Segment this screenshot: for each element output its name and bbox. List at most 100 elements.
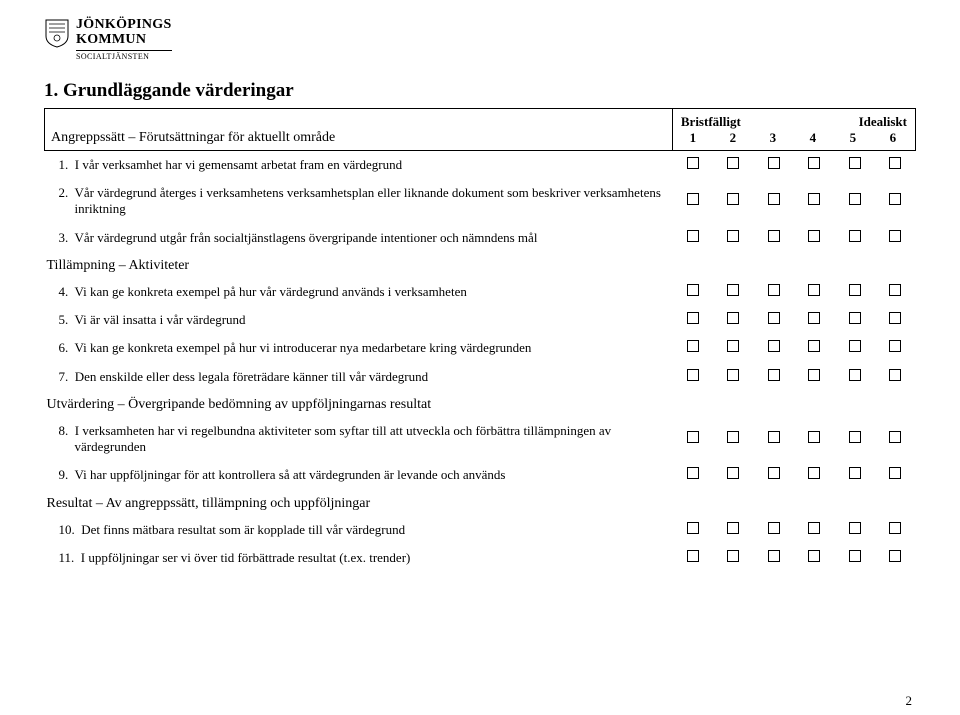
question-row: 1. I vår verksamhet har vi gemensamt arb… — [45, 150, 916, 179]
rating-checkbox[interactable] — [727, 369, 739, 381]
rating-checkbox[interactable] — [727, 230, 739, 242]
rating-checkbox[interactable] — [768, 340, 780, 352]
rating-checkbox[interactable] — [808, 284, 820, 296]
rating-checkbox[interactable] — [808, 550, 820, 562]
question-text: 10. Det finns mätbara resultat som är ko… — [45, 516, 673, 544]
question-number: 1. — [59, 157, 69, 172]
rating-checkbox[interactable] — [808, 230, 820, 242]
rating-checkbox[interactable] — [768, 522, 780, 534]
rating-checkbox[interactable] — [687, 157, 699, 169]
rating-checkbox[interactable] — [727, 522, 739, 534]
rating-checkbox[interactable] — [727, 467, 739, 479]
rating-cell — [834, 334, 875, 362]
org-line1: JÖNKÖPINGS — [76, 18, 172, 33]
rating-checkbox[interactable] — [768, 467, 780, 479]
rating-checkbox[interactable] — [808, 312, 820, 324]
rating-checkbox[interactable] — [889, 340, 901, 352]
rating-checkbox[interactable] — [889, 230, 901, 242]
rating-checkbox[interactable] — [687, 369, 699, 381]
rating-checkbox[interactable] — [768, 369, 780, 381]
rating-cell — [672, 334, 713, 362]
rating-checkbox[interactable] — [849, 230, 861, 242]
rating-checkbox[interactable] — [768, 550, 780, 562]
rating-checkbox[interactable] — [768, 431, 780, 443]
rating-cell — [875, 461, 916, 489]
rating-checkbox[interactable] — [889, 467, 901, 479]
rating-cell — [672, 461, 713, 489]
question-number: 11. — [59, 550, 75, 565]
rating-cell — [875, 224, 916, 252]
rating-checkbox[interactable] — [768, 312, 780, 324]
question-number: 2. — [59, 185, 69, 200]
question-label: Vi är väl insatta i vår värdegrund — [72, 312, 246, 327]
rating-checkbox[interactable] — [808, 193, 820, 205]
rating-cell — [794, 363, 835, 391]
question-text: 3. Vår värdegrund utgår från socialtjäns… — [45, 224, 673, 252]
rating-checkbox[interactable] — [808, 467, 820, 479]
rating-cell — [753, 150, 794, 179]
rating-checkbox[interactable] — [727, 312, 739, 324]
scale-number: 3 — [753, 130, 793, 146]
rating-checkbox[interactable] — [849, 467, 861, 479]
rating-checkbox[interactable] — [687, 312, 699, 324]
rating-checkbox[interactable] — [727, 431, 739, 443]
scale-number: 5 — [833, 130, 873, 146]
rating-cell — [875, 334, 916, 362]
rating-checkbox[interactable] — [727, 550, 739, 562]
rating-checkbox[interactable] — [889, 550, 901, 562]
question-label: I vår verksamhet har vi gemensamt arbeta… — [72, 157, 403, 172]
rating-cell — [794, 417, 835, 462]
rating-checkbox[interactable] — [808, 340, 820, 352]
rating-cell — [713, 150, 754, 179]
section-heading: Tillämpning – Aktiviteter — [45, 252, 673, 278]
rating-checkbox[interactable] — [849, 312, 861, 324]
rating-checkbox[interactable] — [849, 157, 861, 169]
rating-checkbox[interactable] — [727, 284, 739, 296]
rating-checkbox[interactable] — [687, 230, 699, 242]
rating-cell — [672, 278, 713, 306]
scale-high-label: Idealiskt — [859, 114, 907, 130]
rating-checkbox[interactable] — [687, 193, 699, 205]
rating-checkbox[interactable] — [808, 522, 820, 534]
rating-checkbox[interactable] — [849, 431, 861, 443]
rating-checkbox[interactable] — [687, 340, 699, 352]
rating-cell — [713, 417, 754, 462]
rating-checkbox[interactable] — [727, 193, 739, 205]
question-row: 2. Vår värdegrund återges i verksamheten… — [45, 179, 916, 224]
rating-checkbox[interactable] — [889, 157, 901, 169]
rating-checkbox[interactable] — [687, 467, 699, 479]
rating-checkbox[interactable] — [768, 193, 780, 205]
scale-number: 2 — [713, 130, 753, 146]
rating-checkbox[interactable] — [687, 284, 699, 296]
rating-checkbox[interactable] — [849, 193, 861, 205]
rating-checkbox[interactable] — [889, 431, 901, 443]
rating-checkbox[interactable] — [768, 230, 780, 242]
rating-checkbox[interactable] — [849, 284, 861, 296]
rating-checkbox[interactable] — [889, 312, 901, 324]
rating-checkbox[interactable] — [768, 284, 780, 296]
rating-checkbox[interactable] — [687, 522, 699, 534]
rating-cell — [713, 224, 754, 252]
rating-checkbox[interactable] — [727, 340, 739, 352]
rating-cell — [834, 306, 875, 334]
scale-number: 1 — [673, 130, 713, 146]
question-text: 9. Vi har uppföljningar för att kontroll… — [45, 461, 673, 489]
rating-checkbox[interactable] — [889, 193, 901, 205]
rating-checkbox[interactable] — [849, 369, 861, 381]
rating-checkbox[interactable] — [849, 340, 861, 352]
rating-checkbox[interactable] — [727, 157, 739, 169]
rating-checkbox[interactable] — [687, 550, 699, 562]
rating-checkbox[interactable] — [808, 431, 820, 443]
rating-checkbox[interactable] — [849, 550, 861, 562]
rating-checkbox[interactable] — [808, 157, 820, 169]
rating-checkbox[interactable] — [889, 522, 901, 534]
rating-checkbox[interactable] — [808, 369, 820, 381]
rating-cell — [753, 363, 794, 391]
rating-checkbox[interactable] — [687, 431, 699, 443]
rating-checkbox[interactable] — [768, 157, 780, 169]
rating-checkbox[interactable] — [889, 369, 901, 381]
rating-checkbox[interactable] — [849, 522, 861, 534]
rating-cell — [713, 544, 754, 572]
page-number: 2 — [906, 693, 913, 709]
rating-checkbox[interactable] — [889, 284, 901, 296]
